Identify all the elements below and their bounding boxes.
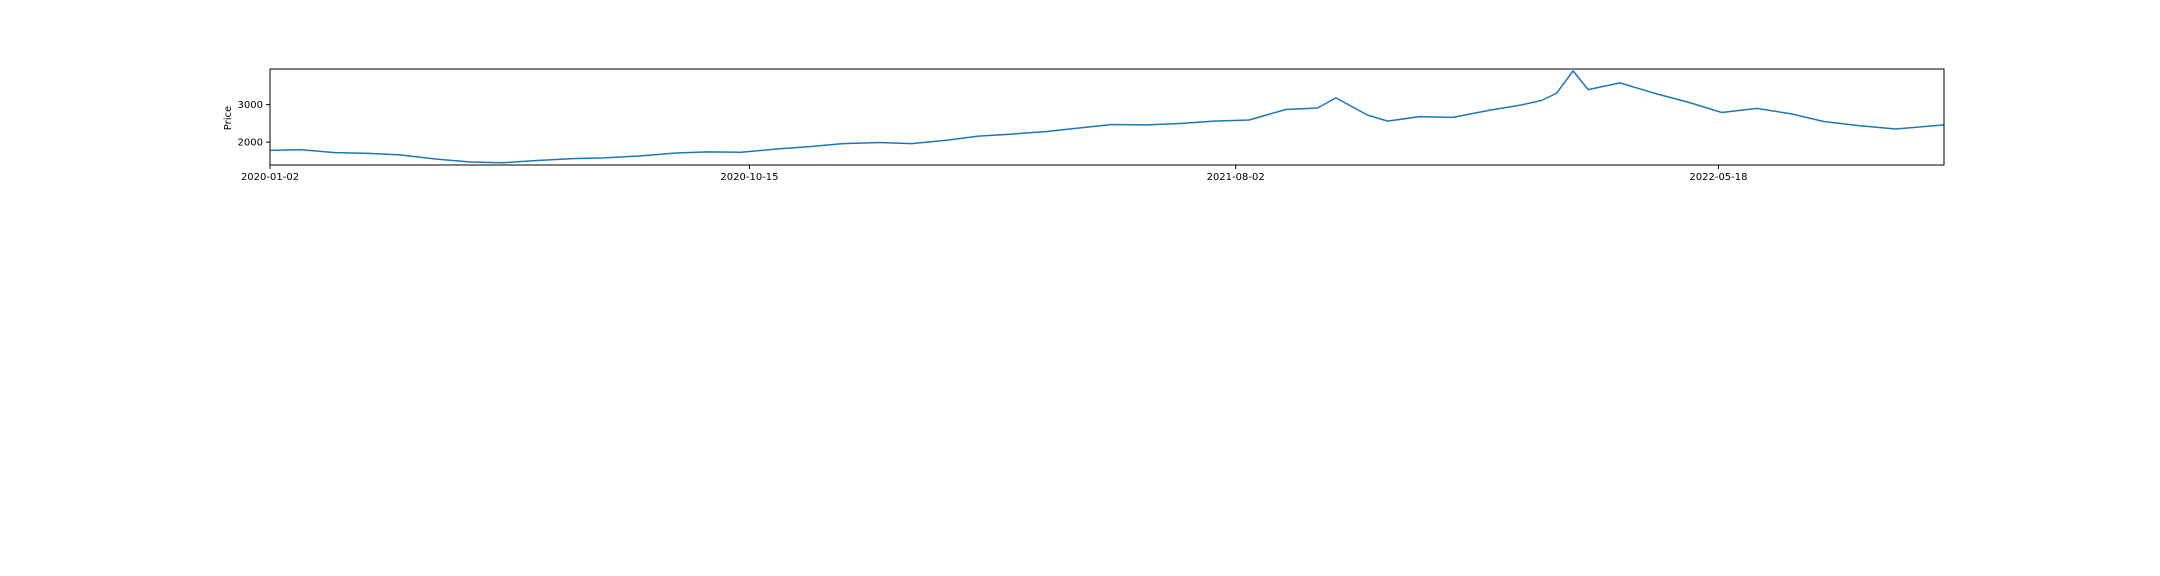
y-axis-ticks: 2000 3000 (238, 100, 270, 149)
y-tick-label: 2000 (238, 138, 263, 149)
y-axis-label: Price (223, 106, 234, 130)
x-tick-label: 2020-01-02 (241, 172, 299, 183)
y-tick-label: 3000 (238, 100, 263, 111)
x-axis-ticks: 2020-01-02 2020-10-15 2021-08-02 2022-05-18 (241, 165, 1748, 183)
plot-frame (269, 68, 1945, 166)
plot-area (269, 70, 1945, 164)
x-tick-label: 2022-05-18 (1689, 172, 1747, 183)
price-series-line (269, 70, 1945, 164)
x-tick-label: 2021-08-02 (1207, 172, 1265, 183)
x-tick-label: 2020-10-15 (720, 172, 778, 183)
